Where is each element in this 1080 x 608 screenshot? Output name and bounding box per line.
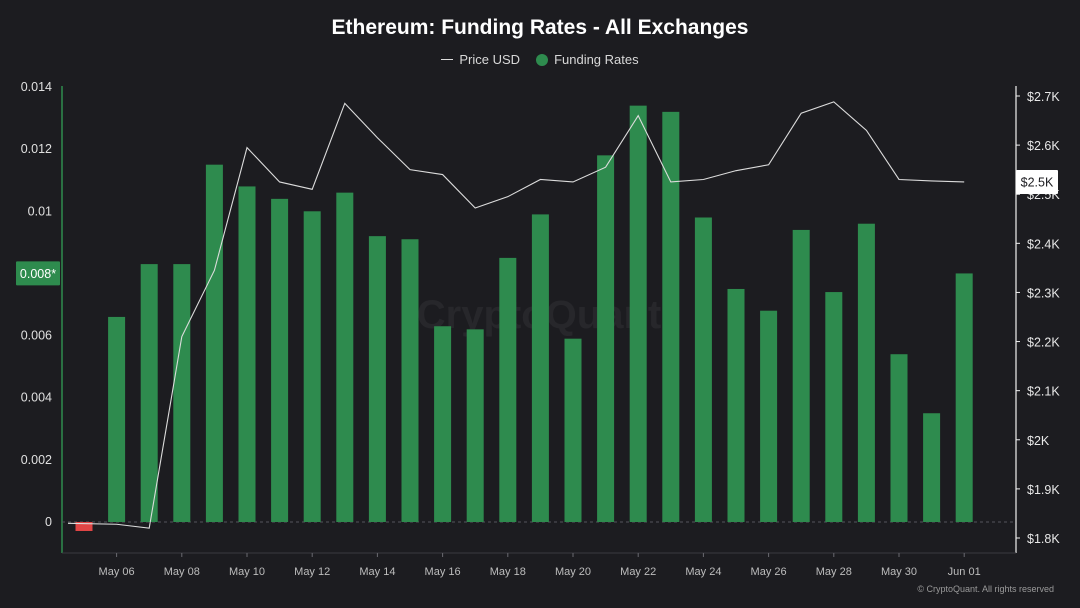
legend-label-price: Price USD (459, 52, 521, 67)
price-line (67, 101, 965, 529)
funding-bar (108, 316, 126, 522)
funding-bar (238, 186, 256, 522)
x-tick-label: May 24 (685, 566, 721, 578)
funding-bar (694, 217, 712, 522)
funding-bar (760, 310, 778, 522)
y-right-tick-label: $2K (1027, 434, 1050, 448)
y-right-tick-label: $2.4K (1027, 237, 1060, 251)
legend: Price USD Funding Rates (0, 52, 1080, 67)
x-tick-label: Jun 01 (948, 566, 981, 578)
funding-bar (466, 329, 484, 522)
funding-bar (271, 198, 289, 522)
x-tick-label: May 10 (229, 566, 265, 578)
funding-bar (955, 273, 973, 522)
y-left-tick-label: 0.006 (21, 329, 52, 343)
x-tick-label: May 14 (359, 566, 395, 578)
x-tick-label: May 20 (555, 566, 591, 578)
funding-bar (173, 264, 191, 522)
funding-bar (597, 155, 615, 522)
x-tick-label: May 08 (164, 566, 200, 578)
highlight-left-box (16, 261, 60, 286)
funding-bar (401, 239, 419, 522)
funding-bar (303, 211, 321, 523)
y-right-tick-label: $2.7K (1027, 90, 1060, 104)
y-left-tick-label: 0.012 (21, 142, 52, 156)
x-tick-label: May 28 (816, 566, 852, 578)
y-right-tick-label: $2.1K (1027, 385, 1060, 399)
y-right-tick-label: $2.2K (1027, 336, 1060, 350)
y-right-tick-label: $1.8K (1027, 532, 1060, 546)
chart-title: Ethereum: Funding Rates - All Exchanges (331, 16, 749, 39)
y-left-tick-label: 0 (45, 515, 52, 529)
funding-bar (662, 111, 680, 522)
highlight-right-box (1016, 169, 1058, 194)
funding-bar-negative (75, 522, 93, 531)
funding-bar (140, 264, 158, 522)
y-right-tick-label: $2.3K (1027, 286, 1060, 300)
funding-bar (890, 354, 908, 522)
y-right-tick-label: $1.9K (1027, 483, 1060, 497)
funding-bar (825, 292, 843, 522)
legend-item-price[interactable]: Price USD (441, 52, 520, 67)
funding-bar (792, 229, 810, 522)
highlight-left-label: 0.008* (20, 267, 56, 281)
price-line-swatch (441, 59, 454, 60)
y-left-tick-label: 0.014 (21, 80, 52, 94)
funding-bar (205, 164, 223, 522)
x-tick-label: May 30 (881, 566, 917, 578)
funding-bar (336, 192, 354, 522)
funding-bar (727, 288, 745, 522)
funding-bar (857, 223, 875, 522)
funding-bar (629, 105, 647, 523)
x-tick-label: May 22 (620, 566, 656, 578)
y-left-tick-label: 0.01 (28, 204, 52, 218)
y-left-tick-label: 0.004 (21, 391, 52, 405)
x-tick-label: May 16 (425, 566, 461, 578)
legend-item-funding[interactable]: Funding Rates (536, 52, 639, 67)
funding-bar (368, 236, 386, 522)
funding-bar (531, 214, 549, 522)
highlight-right-label: $2.5K (1021, 175, 1054, 189)
y-right-tick-label: $2.6K (1027, 139, 1060, 153)
funding-bar (434, 326, 452, 522)
legend-label-funding: Funding Rates (554, 52, 639, 67)
x-tick-label: May 26 (751, 566, 787, 578)
x-tick-label: May 18 (490, 566, 526, 578)
x-tick-label: May 12 (294, 566, 330, 578)
funding-bar (923, 413, 941, 522)
footer-credit: © CryptoQuant. All rights reserved (917, 584, 1054, 594)
funding-bar (499, 257, 517, 522)
funding-dot-swatch (536, 53, 549, 66)
funding-bar (564, 338, 582, 522)
x-tick-label: May 06 (99, 566, 135, 578)
y-left-tick-label: 0.002 (21, 453, 52, 467)
